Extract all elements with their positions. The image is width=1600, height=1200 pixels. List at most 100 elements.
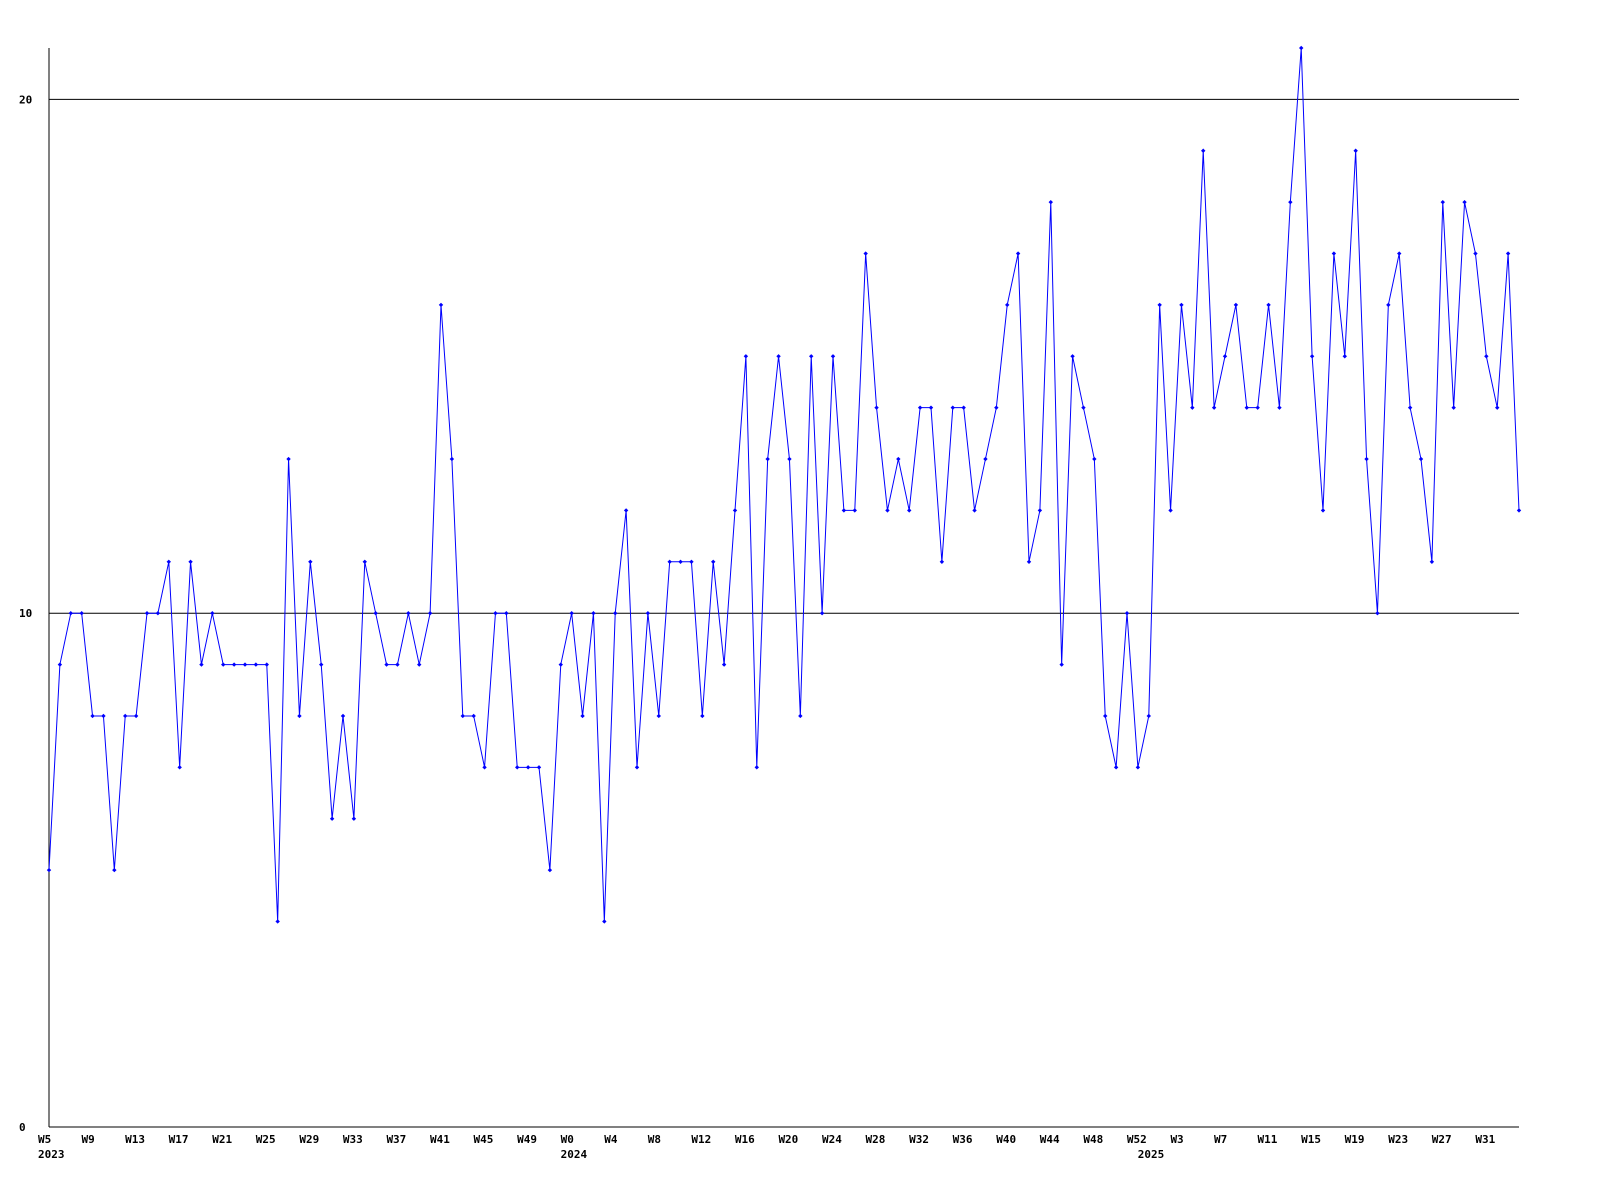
x-tick-label: W52 [1127,1133,1147,1146]
point-marker [787,456,792,462]
point-marker [1364,456,1369,462]
point-marker [547,867,553,873]
point-marker [1277,405,1282,410]
point-marker [678,559,683,565]
point-marker [798,713,803,719]
x-tick-label: W25 [256,1133,276,1146]
x-tick-label: W21 [212,1133,232,1146]
point-marker [656,713,661,719]
x-tick-label: W41 [430,1133,450,1146]
point-marker [242,662,248,667]
point-marker [1375,610,1380,616]
point-marker [645,610,651,616]
point-marker [1037,508,1043,513]
point-marker [1059,662,1064,667]
point-marker [1505,251,1511,256]
x-tick-label: W44 [1040,1133,1060,1146]
point-marker [351,816,357,821]
point-marker [319,662,324,667]
point-marker [983,456,988,462]
point-marker [558,662,563,667]
point-marker [297,713,302,719]
point-marker [253,662,259,667]
point-marker [830,354,836,359]
point-marker [1516,508,1522,513]
point-marker [1484,354,1489,359]
year-label: 2023 [38,1148,65,1161]
x-tick-label: W20 [778,1133,798,1146]
point-marker [1026,559,1032,565]
x-tick-label: W49 [517,1133,537,1146]
point-marker [1201,148,1206,153]
point-marker [1299,45,1304,51]
x-tick-label: W37 [386,1133,406,1146]
point-marker [1440,199,1445,205]
point-marker [536,765,542,770]
point-marker [395,662,400,667]
point-marker [1353,148,1358,153]
x-tick-label: W32 [909,1133,929,1146]
point-marker [177,765,182,770]
point-marker [819,610,825,616]
point-marker [1146,713,1151,719]
point-marker [1168,508,1173,513]
x-tick-label: W36 [953,1133,973,1146]
point-marker [700,713,705,719]
point-marker [1244,405,1249,410]
point-marker [340,713,346,719]
x-tick-label: W8 [648,1133,661,1146]
point-marker [1222,354,1228,359]
point-marker [602,919,607,924]
point-marker [1451,405,1456,410]
x-tick-label: W29 [299,1133,319,1146]
point-marker [427,610,433,616]
year-label: 2024 [561,1148,588,1161]
point-marker [972,508,977,513]
x-tick-label: W45 [474,1133,494,1146]
point-marker [199,662,204,667]
x-tick-label: W33 [343,1133,363,1146]
point-marker [1157,302,1162,308]
point-marker [384,662,389,667]
x-tick-label: W28 [866,1133,886,1146]
point-marker [449,456,455,462]
point-marker [1190,405,1195,410]
point-marker [133,713,139,719]
point-marker [950,405,955,410]
y-tick-label: 0 [19,1121,26,1134]
point-marker [1407,405,1413,410]
point-marker [1288,199,1293,205]
point-marker [928,405,934,410]
x-tick-label: W0 [561,1133,574,1146]
point-marker [711,559,716,565]
point-marker [1473,251,1478,256]
point-marker [79,610,84,616]
point-marker [994,405,999,410]
x-tick-label: W12 [691,1133,711,1146]
point-marker [525,765,531,770]
point-marker [896,456,901,462]
x-tick-label: W23 [1388,1133,1408,1146]
point-marker [46,867,52,873]
point-marker [188,559,193,565]
point-marker [809,354,814,359]
x-tick-label: W24 [822,1133,842,1146]
point-marker [1179,302,1184,308]
point-marker [1233,302,1239,308]
point-marker [863,251,868,256]
point-marker [1429,559,1435,565]
point-marker [1397,251,1402,256]
point-marker [329,816,335,821]
point-marker [765,456,770,462]
point-marker [166,559,171,565]
x-tick-label: W19 [1345,1133,1365,1146]
point-marker [580,713,585,719]
x-tick-label: W15 [1301,1133,1321,1146]
point-marker [231,662,237,667]
point-marker [569,610,574,616]
point-marker [90,713,95,719]
point-marker [1462,199,1467,205]
point-marker [1015,251,1021,256]
point-marker [493,610,498,616]
